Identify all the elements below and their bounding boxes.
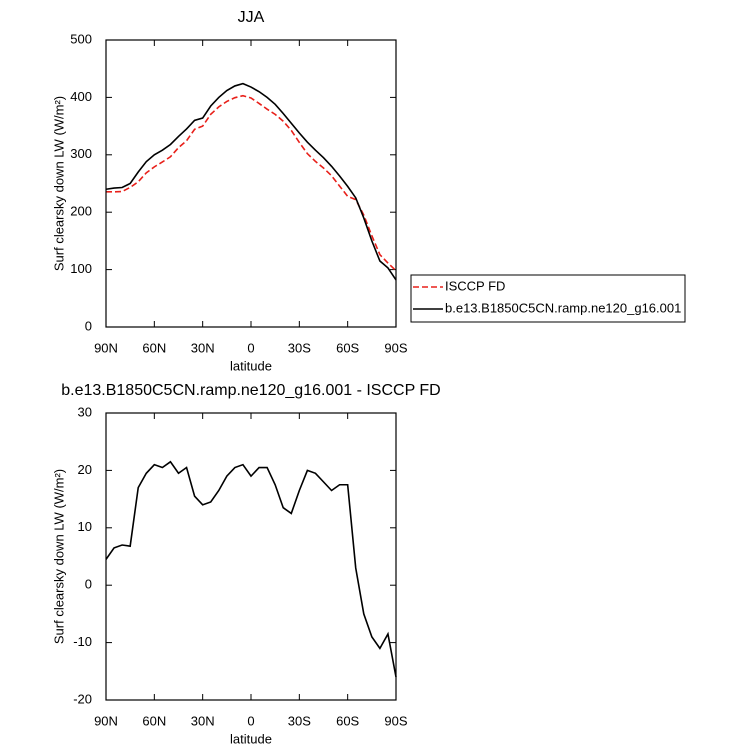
x-axis-label: latitude xyxy=(230,731,272,746)
x-tick-label: 90N xyxy=(94,713,118,728)
data-line xyxy=(105,460,397,678)
y-tick-label: 500 xyxy=(70,31,92,46)
x-tick-label: 30N xyxy=(191,340,215,355)
y-tick-label: 300 xyxy=(70,146,92,161)
legend-label: b.e13.B1850C5CN.ramp.ne120_g16.001 xyxy=(445,300,681,315)
y-tick-label: 30 xyxy=(78,404,92,419)
y-tick-label: 100 xyxy=(70,261,92,276)
y-tick-label: 0 xyxy=(85,318,92,333)
legend-box xyxy=(410,274,686,323)
y-tick-label: 10 xyxy=(78,519,92,534)
y-axis-label: Surf clearsky down LW (W/m²) xyxy=(51,469,66,644)
x-tick-label: 60N xyxy=(142,713,166,728)
x-tick-label: 90S xyxy=(384,713,407,728)
x-axis-label: latitude xyxy=(230,358,272,373)
x-tick-label: 0 xyxy=(247,713,254,728)
plot-frame xyxy=(105,39,397,328)
y-tick-label: 20 xyxy=(78,462,92,477)
data-line xyxy=(106,94,397,272)
x-tick-label: 60N xyxy=(142,340,166,355)
y-axis-label: Surf clearsky down LW (W/m²) xyxy=(51,96,66,271)
y-tick-label: -20 xyxy=(73,691,92,706)
x-tick-label: 90N xyxy=(94,340,118,355)
y-tick-label: 200 xyxy=(70,204,92,219)
x-tick-label: 90S xyxy=(384,340,407,355)
y-tick-label: 0 xyxy=(85,577,92,592)
x-tick-label: 30N xyxy=(191,713,215,728)
x-tick-label: 60S xyxy=(336,713,359,728)
x-tick-label: 60S xyxy=(336,340,359,355)
chart-title: b.e13.B1850C5CN.ramp.ne120_g16.001 - ISC… xyxy=(61,382,440,399)
x-tick-label: 30S xyxy=(288,340,311,355)
x-tick-label: 0 xyxy=(247,340,254,355)
y-tick-label: -10 xyxy=(73,634,92,649)
chart-title: JJA xyxy=(238,9,265,26)
x-tick-label: 30S xyxy=(288,713,311,728)
y-tick-label: 400 xyxy=(70,89,92,104)
legend-label: ISCCP FD xyxy=(445,278,505,293)
plot-frame xyxy=(105,412,397,701)
data-line xyxy=(105,82,397,281)
